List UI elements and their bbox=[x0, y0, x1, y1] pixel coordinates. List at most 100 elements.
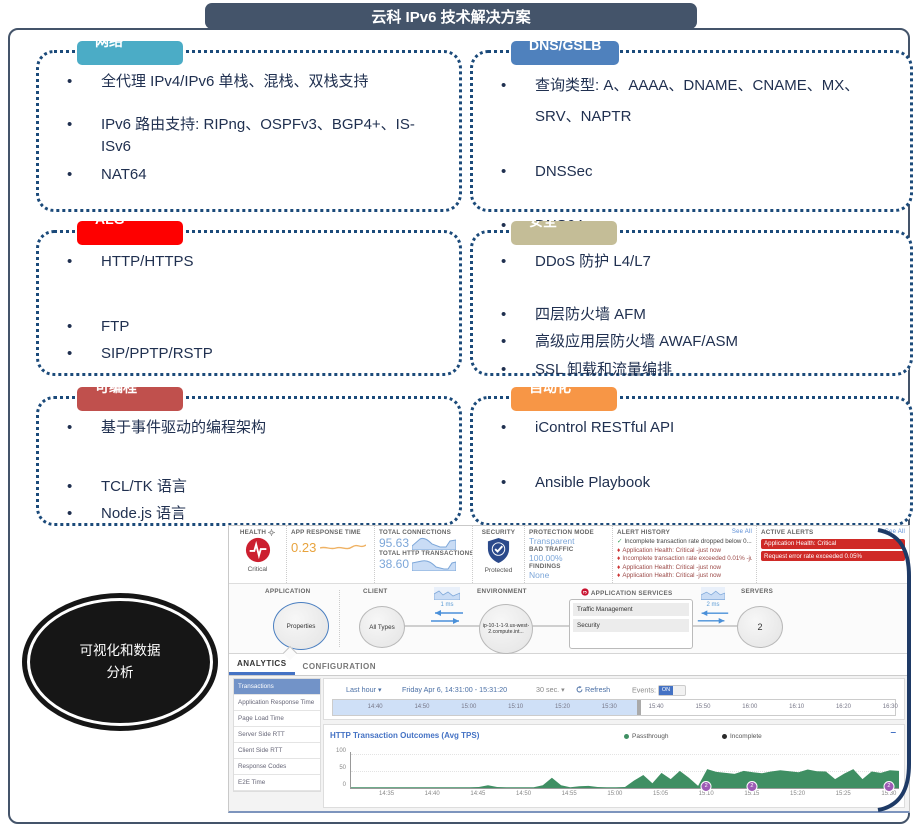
sidebar-item-server-side-rtt[interactable]: Server Side RTT bbox=[234, 727, 320, 743]
interval-dropdown[interactable]: 30 sec. ▾ bbox=[536, 685, 565, 694]
gear-icon[interactable] bbox=[268, 529, 276, 536]
feature-list: 查询类型: A、AAAA、DNAME、CNAME、MX、SRV、NAPTR DNS… bbox=[473, 53, 910, 242]
findings-value: None bbox=[529, 570, 550, 580]
x-axis-tick: 15:10 bbox=[698, 791, 714, 797]
timeline-selection[interactable] bbox=[333, 700, 642, 715]
sidebar-item-page-load-time[interactable]: Page Load Time bbox=[234, 711, 320, 727]
sidebar-item-transactions[interactable]: Transactions bbox=[234, 679, 320, 695]
protection-mode-label: PROTECTION MODE bbox=[529, 529, 594, 536]
gridline bbox=[351, 771, 899, 772]
event-marker[interactable]: 2 bbox=[746, 781, 758, 792]
feature-item: SSL 卸载和流量编排 bbox=[473, 359, 892, 382]
legend-dot-icon bbox=[722, 734, 727, 739]
feature-list: HTTP/HTTPS FTP SIP/PPTP/RSTP bbox=[39, 233, 459, 366]
latency-sparkline-icon bbox=[433, 587, 461, 601]
active-alert-badge[interactable]: Request error rate exceeded 0.05% bbox=[761, 551, 905, 561]
feature-box-tag-network: 网络 bbox=[77, 41, 183, 65]
service-row-security[interactable]: Security bbox=[573, 619, 689, 632]
health-status: Critical bbox=[247, 566, 268, 573]
feature-item: IPv6 路由支持: RIPng、OSPFv3、BGP4+、IS-ISv6 bbox=[39, 114, 441, 159]
alert-history-item: ♦ Application Health: Critical -just now bbox=[617, 546, 722, 554]
x-axis-tick: 14:50 bbox=[516, 791, 532, 797]
passthrough-area-series bbox=[351, 769, 899, 788]
alert-history-item: ♦ Application Health: Critical -just now bbox=[617, 563, 722, 571]
alert-history-see-all-link[interactable]: See All bbox=[731, 529, 752, 535]
x-axis-tick: 14:45 bbox=[470, 791, 486, 797]
feature-box-tag-programmable: 可编程 bbox=[77, 387, 183, 411]
gridline bbox=[351, 754, 899, 755]
sidebar-item-response-codes[interactable]: Response Codes bbox=[234, 759, 320, 775]
health-stat: HEALTH Critical bbox=[229, 526, 287, 583]
alert-history-label: ALERT HISTORY See All bbox=[617, 529, 752, 536]
feature-box-security: 安全 DDoS 防护 L4/L7 四层防火墙 AFM 高级应用层防火墙 AWAF/AS… bbox=[470, 221, 913, 381]
chart-panel: HTTP Transaction Outcomes (Avg TPS) – Pa… bbox=[323, 724, 905, 808]
security-status: Protected bbox=[484, 567, 513, 574]
http-label: TOTAL HTTP TRANSACTIONS/s bbox=[379, 550, 473, 557]
metrics-sidebar: Transactions Application Response Time Pag… bbox=[233, 678, 321, 792]
feature-item: 高级应用层防火墙 AWAF/ASM bbox=[473, 331, 892, 354]
active-alerts-see-all-link[interactable]: See All bbox=[884, 529, 905, 535]
feature-box-dns-gslb: DNS/GSLB查询类型: A、AAAA、DNAME、CNAME、MX、SRV、… bbox=[470, 41, 913, 242]
server-latency-block: 2 ms bbox=[693, 587, 733, 628]
feature-box-tag-alg: ALG bbox=[77, 221, 183, 245]
alert-icon: ♦ bbox=[617, 563, 621, 571]
visualization-ellipse: 可视化和数据分析 bbox=[22, 593, 218, 731]
alert-icon: ♦ bbox=[617, 555, 621, 563]
health-pulse-icon bbox=[245, 537, 270, 563]
timeline-tick: 15:30 bbox=[601, 704, 617, 710]
legend-dot-icon bbox=[624, 734, 629, 739]
alert-history-item: ♦ Application Health: Critical -just now bbox=[617, 572, 722, 580]
client-node[interactable]: All Types bbox=[359, 606, 405, 648]
timeline-tick: 14:40 bbox=[367, 704, 383, 710]
active-alert-badge[interactable]: Application Health: Critical bbox=[761, 538, 905, 549]
x-axis-tick: 14:35 bbox=[379, 791, 395, 797]
feature-item: FTP bbox=[39, 316, 441, 339]
timeline-tick: 15:00 bbox=[461, 704, 477, 710]
analytics-dashboard: HEALTH Critical APP RESPONSE TIME 0.23 bbox=[228, 525, 910, 813]
alert-history-list: ✓ Incomplete transaction rate dropped bel… bbox=[617, 538, 752, 581]
event-marker[interactable]: 2 bbox=[700, 781, 712, 792]
art-label: APP RESPONSE TIME bbox=[291, 529, 361, 536]
timeline-track[interactable]: 14:40 14:50 15:00 15:10 15:20 15:30 15:40 15:50… bbox=[332, 699, 898, 716]
feature-item: 全代理 IPv4/IPv6 单栈、混栈、双栈支持 bbox=[39, 71, 441, 94]
feature-item: SIP/PPTP/RSTP bbox=[39, 343, 441, 366]
service-row-traffic-management[interactable]: Traffic Management bbox=[573, 603, 689, 616]
feature-box-automation: 自动化 iControl RESTful API Ansible Playbook bbox=[470, 387, 913, 526]
feature-list: 基于事件驱动的编程架构 TCL/TK 语言 Node.js 语言 bbox=[39, 399, 459, 526]
sidebar-item-e2e-time[interactable]: E2E Time bbox=[234, 775, 320, 791]
refresh-button[interactable]: Refresh bbox=[576, 685, 610, 694]
tab-analytics[interactable]: ANALYTICS bbox=[229, 654, 295, 675]
environment-label: ENVIRONMENT bbox=[477, 588, 527, 595]
timeline-tick: 16:20 bbox=[835, 704, 851, 710]
tab-configuration[interactable]: CONFIGURATION bbox=[302, 662, 377, 671]
time-range-dropdown[interactable]: Last hour ▾ bbox=[346, 685, 382, 694]
time-controls-panel: Last hour ▾ Friday Apr 6, 14:31:00 - 15:… bbox=[323, 678, 905, 720]
servers-node[interactable]: 2 bbox=[737, 606, 783, 648]
feature-item: 查询类型: A、AAAA、DNAME、CNAME、MX、SRV、NAPTR bbox=[473, 71, 892, 133]
legend-passthrough[interactable]: Passthrough bbox=[624, 733, 669, 740]
app-response-sparkline-icon bbox=[320, 544, 367, 550]
event-marker[interactable]: 2 bbox=[883, 781, 895, 792]
timeline-tick: 16:30 bbox=[882, 704, 898, 710]
events-on-toggle[interactable]: ON bbox=[657, 685, 686, 696]
application-node[interactable]: Properties bbox=[273, 602, 329, 650]
sidebar-item-client-side-rtt[interactable]: Client Side RTT bbox=[234, 743, 320, 759]
sidebar-item-application-response-time[interactable]: Application Response Time bbox=[234, 695, 320, 711]
environment-node[interactable]: ip-10-1-1-9.us-west-2.compute.int... bbox=[479, 604, 533, 654]
topology-map: APPLICATION Properties CLIENT All Types … bbox=[229, 584, 909, 661]
feature-item: 四层防火墙 AFM bbox=[473, 304, 892, 327]
http-sparkline-icon bbox=[412, 560, 457, 571]
feature-box-tag-security: 安全 bbox=[511, 221, 617, 245]
legend-incomplete[interactable]: Incomplete bbox=[722, 733, 762, 740]
security-stat: SECURITY Protected bbox=[473, 526, 525, 583]
active-alerts-list: Application Health: Critical Request erro… bbox=[761, 538, 905, 561]
connections-sparkline-icon bbox=[412, 537, 457, 550]
application-services-box: Traffic Management Security bbox=[569, 599, 693, 649]
events-toggle[interactable]: Events: ON bbox=[632, 685, 686, 696]
x-axis-tick: 15:05 bbox=[653, 791, 669, 797]
x-axis-tick: 15:15 bbox=[744, 791, 760, 797]
time-window-text: Friday Apr 6, 14:31:00 - 15:31:20 bbox=[402, 685, 508, 694]
feature-box-tag-dns-gslb: DNS/GSLB bbox=[511, 41, 620, 65]
collapse-icon[interactable]: – bbox=[890, 727, 896, 738]
